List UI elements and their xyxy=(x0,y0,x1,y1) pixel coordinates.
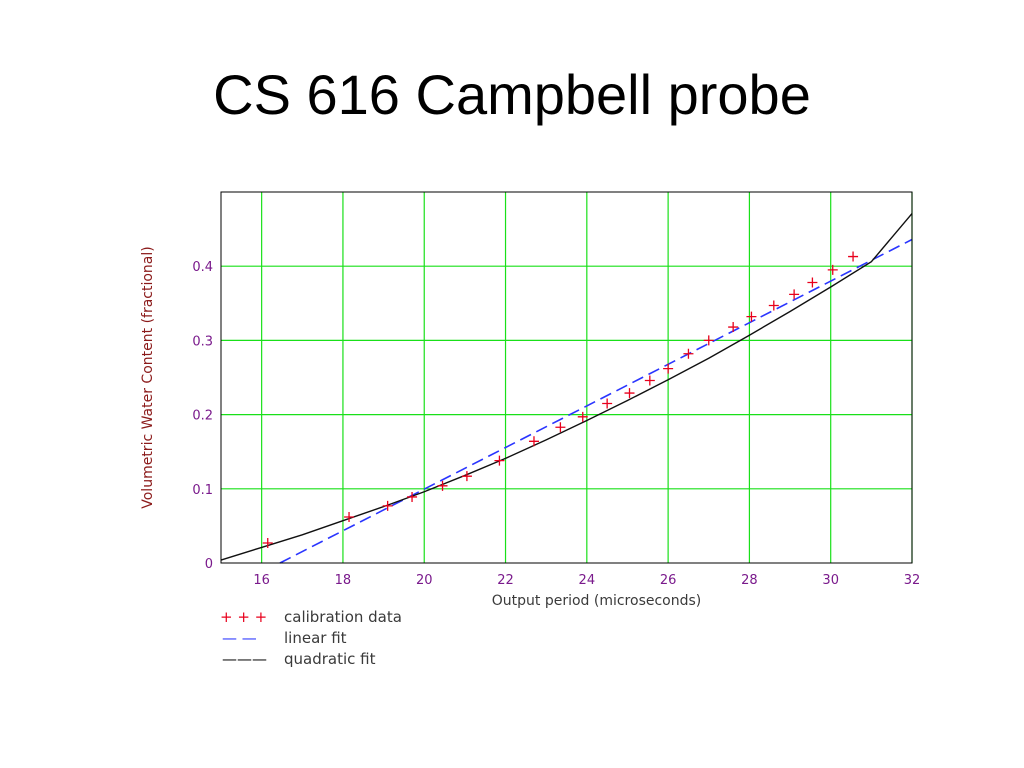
data-point xyxy=(728,322,739,333)
data-point xyxy=(644,375,655,386)
data-point xyxy=(703,335,714,346)
data-point xyxy=(789,289,800,300)
y-tick-label: 0.2 xyxy=(192,409,213,424)
legend-symbol-calibration-data: + + + xyxy=(220,608,267,626)
data-point xyxy=(437,480,448,491)
x-tick-label: 18 xyxy=(335,573,352,588)
data-point xyxy=(624,388,635,399)
x-axis-ticks: 16 18 20 22 24 26 28 30 32 xyxy=(253,573,920,588)
y-tick-label: 0 xyxy=(205,557,213,572)
data-point xyxy=(382,500,393,511)
x-tick-label: 32 xyxy=(904,573,921,588)
data-point xyxy=(528,436,539,447)
y-axis-ticks: 0 0.1 0.2 0.3 0.4 xyxy=(192,260,213,572)
x-axis-label: Output period (microseconds) xyxy=(492,593,702,609)
legend: + + + calibration data — — linear fit ——… xyxy=(220,608,402,668)
legend-symbol-linear-fit: — — xyxy=(222,629,257,647)
legend-item-calibration-data: + + + calibration data xyxy=(220,608,402,626)
legend-item-quadratic-fit: ——— quadratic fit xyxy=(222,650,376,668)
data-point xyxy=(683,348,694,359)
series-layer xyxy=(220,213,913,564)
data-point xyxy=(577,411,588,422)
series-line-linear-fit xyxy=(279,238,913,564)
x-tick-label: 22 xyxy=(497,573,514,588)
y-axis-label: Volumetric Water Content (fractional) xyxy=(140,246,156,509)
data-point xyxy=(494,455,505,466)
legend-item-linear-fit: — — linear fit xyxy=(222,629,347,647)
data-point xyxy=(827,264,838,275)
legend-label-linear-fit: linear fit xyxy=(284,629,347,647)
data-point xyxy=(663,363,674,374)
data-point xyxy=(461,471,472,482)
plot-frame xyxy=(220,191,913,564)
data-point xyxy=(746,311,757,322)
data-point xyxy=(848,251,859,262)
x-tick-label: 24 xyxy=(579,573,596,588)
data-point xyxy=(407,491,418,502)
x-tick-label: 26 xyxy=(660,573,677,588)
page-title: CS 616 Campbell probe xyxy=(213,63,811,126)
data-point xyxy=(555,422,566,433)
grid xyxy=(221,192,913,563)
x-tick-label: 28 xyxy=(741,573,758,588)
y-tick-label: 0.3 xyxy=(192,334,213,349)
legend-label-quadratic-fit: quadratic fit xyxy=(284,650,376,668)
data-point xyxy=(262,537,273,548)
x-tick-label: 20 xyxy=(416,573,433,588)
x-tick-label: 16 xyxy=(253,573,270,588)
series-line-quadratic-fit xyxy=(220,213,913,561)
y-tick-label: 0.1 xyxy=(192,483,213,498)
y-tick-label: 0.4 xyxy=(192,260,213,275)
legend-symbol-quadratic-fit: ——— xyxy=(222,650,267,668)
data-point xyxy=(807,277,818,288)
data-point xyxy=(344,511,355,522)
data-point xyxy=(602,398,613,409)
data-point xyxy=(768,300,779,311)
legend-label-calibration-data: calibration data xyxy=(284,608,402,626)
x-tick-label: 30 xyxy=(822,573,839,588)
